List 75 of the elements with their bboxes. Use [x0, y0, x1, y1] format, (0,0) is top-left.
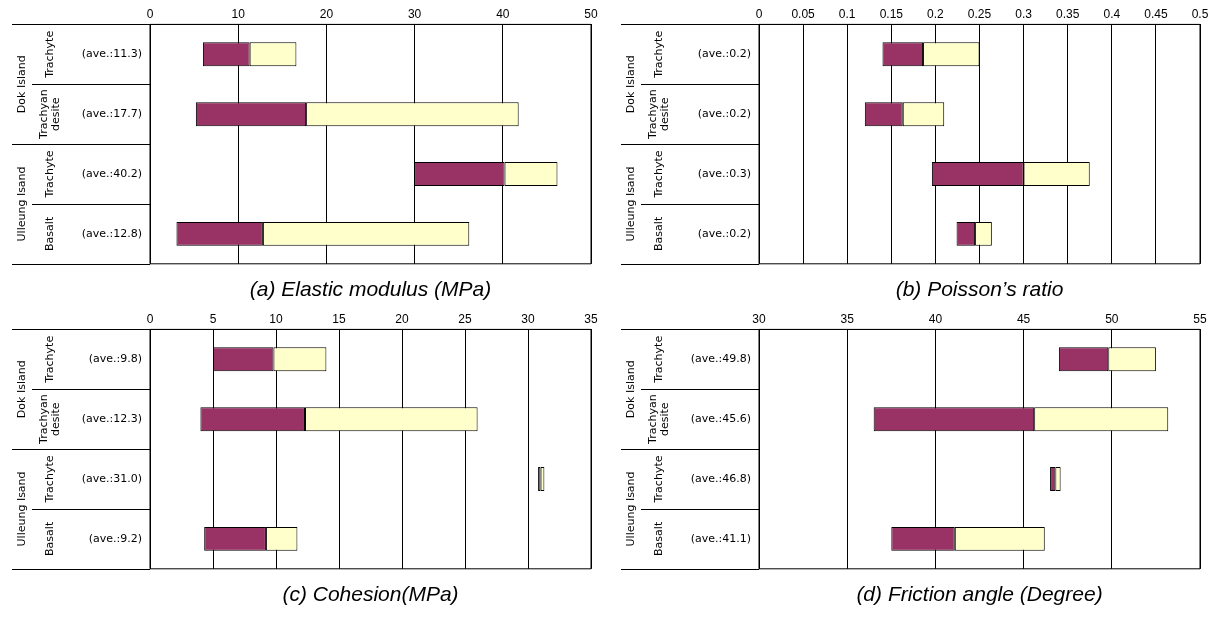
text: (c) Cohesion(MPa)	[282, 582, 459, 606]
y-tick-label: (ave.:0.3)	[697, 166, 751, 180]
y-tick-label: (ave.:41.1)	[690, 531, 751, 545]
y-tick-label: (ave.:9.2)	[88, 531, 142, 545]
y-tick-label: (ave.:40.2)	[81, 166, 142, 180]
x-tick-label: 35	[584, 311, 598, 326]
y-tick-label: (ave.:0.2)	[697, 226, 751, 240]
x-tick-label: 45	[1016, 311, 1031, 326]
x-tick-label: 30	[521, 311, 535, 326]
y-tick-label: (ave.:45.6)	[690, 412, 751, 426]
text: Dok Island	[623, 55, 637, 114]
x-tick-label: 30	[752, 311, 766, 326]
x-tick-label: 0.05	[791, 6, 816, 21]
x-tick-label: 0.5	[1191, 6, 1209, 21]
text: Trachyan desite	[645, 394, 671, 445]
text: Dok Island	[14, 55, 28, 114]
x-tick-label: 40	[496, 6, 510, 21]
text: Ulleung Isand	[623, 471, 637, 547]
x-tick-label: 0.2	[927, 6, 945, 21]
text: Ulleung Isand	[623, 166, 637, 242]
x-tick-label: 20	[319, 6, 334, 21]
x-tick-label: 20	[395, 311, 409, 326]
y-tick-label: (ave.:11.3)	[81, 47, 142, 61]
text: Dok Island	[623, 360, 637, 419]
x-tick-label: 10	[231, 6, 246, 21]
x-tick-label: 0	[146, 311, 154, 326]
text: Trachyan desite	[645, 89, 671, 140]
text: (d) Friction angle (Degree)	[856, 582, 1103, 606]
text: Basalt	[42, 216, 56, 251]
x-tick-label: 35	[840, 311, 855, 326]
text: Basalt	[42, 521, 56, 556]
text: Trachyte	[651, 335, 665, 384]
text: Trachyan desite	[36, 394, 62, 445]
text: Ulleung Isand	[14, 471, 28, 547]
text: Trachyte	[42, 150, 56, 199]
text: Trachyte	[651, 150, 665, 199]
x-tick-label: 0.3	[1015, 6, 1033, 21]
y-tick-label: (ave.:12.8)	[81, 226, 142, 240]
y-tick-label: (ave.:49.8)	[690, 352, 751, 366]
y-tick-label: (ave.:12.3)	[81, 412, 142, 426]
text: (a) Elastic modulus (MPa)	[249, 277, 492, 301]
y-tick-label: (ave.:0.2)	[697, 47, 751, 61]
x-tick-label: 15	[332, 311, 346, 326]
text: Trachyte	[42, 30, 56, 79]
text: Ulleung Isand	[14, 166, 28, 242]
x-tick-label: 25	[458, 311, 472, 326]
x-tick-label: 10	[269, 311, 283, 326]
text: Trachyte	[42, 455, 56, 504]
y-tick-label: (ave.:9.8)	[88, 352, 142, 366]
text: Basalt	[651, 216, 665, 251]
x-tick-label: 50	[1105, 311, 1119, 326]
text: Trachyan desite	[36, 89, 62, 140]
x-tick-label: 40	[928, 311, 943, 326]
x-tick-label: 0.15	[879, 6, 904, 21]
x-tick-label: 50	[584, 6, 598, 21]
text: Basalt	[651, 521, 665, 556]
x-tick-label: 0.35	[1056, 6, 1080, 21]
x-tick-label: 0	[146, 6, 154, 21]
text: Trachyte	[42, 335, 56, 384]
text: Trachyte	[651, 30, 665, 79]
x-tick-label: 0.25	[967, 6, 992, 21]
y-tick-label: (ave.:0.2)	[697, 107, 751, 121]
x-tick-label: 0	[755, 6, 763, 21]
y-tick-label: (ave.:46.8)	[690, 471, 751, 485]
text: Dok Island	[14, 360, 28, 419]
text: (b) Poisson’s ratio	[895, 277, 1064, 301]
x-tick-label: 0.45	[1144, 6, 1168, 21]
x-tick-label: 55	[1193, 311, 1207, 326]
x-tick-label: 0.1	[838, 6, 856, 21]
x-tick-label: 0.4	[1103, 6, 1121, 21]
x-tick-label: 5	[209, 311, 217, 326]
text: Trachyte	[651, 455, 665, 504]
y-tick-label: (ave.:31.0)	[81, 471, 142, 485]
x-tick-label: 30	[407, 6, 422, 21]
y-tick-label: (ave.:17.7)	[81, 107, 142, 121]
